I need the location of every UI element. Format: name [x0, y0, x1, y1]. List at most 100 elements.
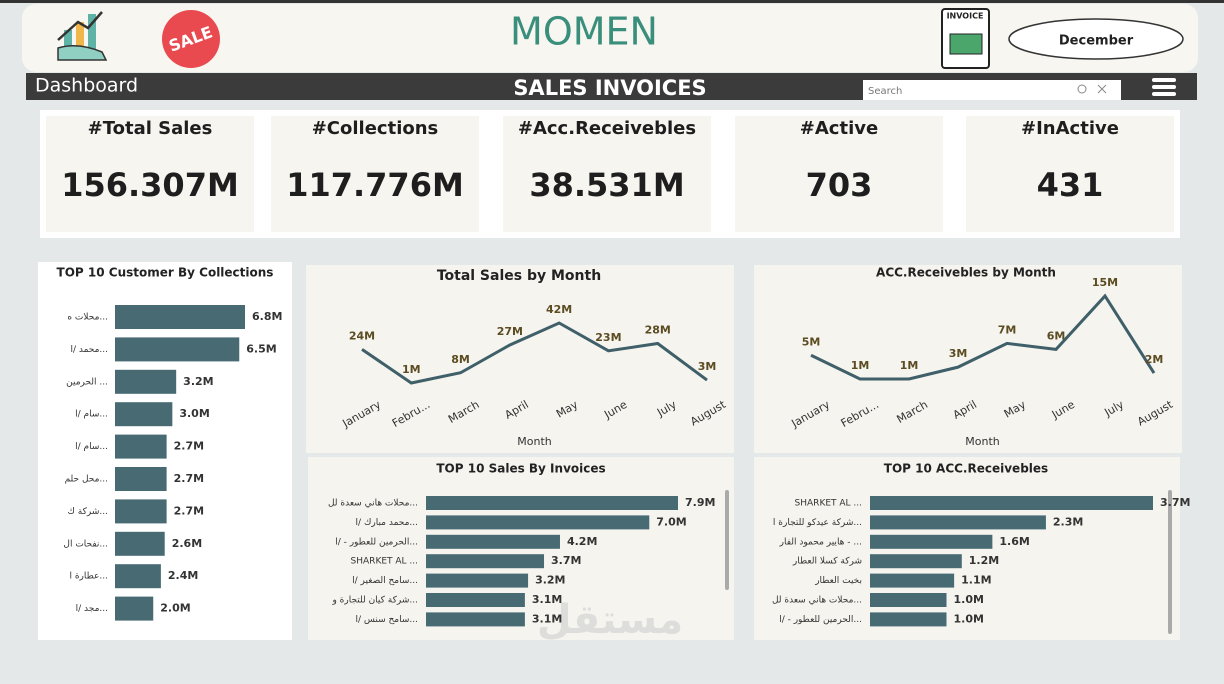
data-label: 1.6M	[999, 535, 1029, 548]
data-label: 7.9M	[685, 496, 715, 509]
category-label: شركة ك...	[68, 507, 109, 517]
chart-title: TOP 10 Customer By Collections	[57, 266, 274, 280]
category-label: الحرمين ...	[66, 377, 108, 387]
kpi-value: 703	[806, 166, 873, 204]
bar	[115, 369, 177, 394]
category-label: سام /ا...	[75, 410, 108, 420]
data-label: 7.0M	[656, 515, 686, 528]
bar	[115, 596, 154, 621]
category-label: محل حلم...	[65, 475, 108, 485]
category-label: محمد /ا...	[70, 345, 108, 355]
data-label: 3.7M	[551, 554, 581, 567]
line	[810, 293, 1156, 381]
x-axis-label: Month	[965, 435, 1000, 448]
kpi-label: #InActive	[1021, 118, 1119, 139]
bar	[426, 554, 545, 569]
invoice-icon: INVOICE	[941, 8, 990, 69]
kpi-value: 156.307M	[61, 166, 239, 204]
kpi-label: #Collections	[312, 118, 439, 139]
kpi-label: #Total Sales	[88, 118, 213, 139]
month-filter-text[interactable]: December	[1059, 34, 1134, 49]
dynamic-content: #Total Sales 156.307M #Collections 117.776M…	[46, 116, 1190, 627]
bar	[426, 534, 560, 549]
bar	[115, 531, 165, 556]
top-border	[0, 0, 1224, 3]
bar	[426, 515, 650, 530]
scrollbar[interactable]	[725, 490, 729, 590]
data-label: 2.4M	[168, 569, 198, 582]
data-label: 1.0M	[953, 593, 983, 606]
bar	[870, 515, 1046, 530]
kpi-card	[503, 116, 711, 232]
category-label: بخيت العطار	[814, 576, 862, 586]
bar	[870, 534, 993, 549]
menu-button[interactable]	[1152, 78, 1176, 96]
line	[361, 321, 708, 385]
kpi-value: 38.531M	[529, 166, 684, 204]
category-label: سامح سنس /ا...	[356, 615, 419, 625]
category-label: نفحات ال...	[63, 539, 108, 549]
chart-title: TOP 10 ACC.Receivebles	[884, 462, 1048, 476]
data-label: 15M	[1092, 276, 1118, 289]
kpi-card	[271, 116, 479, 232]
logo-icon	[57, 11, 108, 61]
bar	[870, 573, 955, 588]
bar	[115, 305, 245, 329]
category-label: شركة كيان للتجارة و...	[331, 596, 418, 606]
bar	[115, 402, 173, 427]
bar	[426, 496, 678, 510]
kpi-label: #Active	[800, 118, 878, 139]
kpi-card	[966, 116, 1174, 232]
data-label: 1.1M	[961, 574, 991, 587]
scrollbar[interactable]	[1168, 490, 1172, 634]
page-title: SALES INVOICES	[513, 76, 706, 100]
bar	[426, 612, 525, 627]
panel	[754, 265, 1182, 453]
data-label: 6M	[1047, 329, 1066, 342]
chart-title: TOP 10 Sales By Invoices	[436, 462, 605, 476]
kpi-card	[46, 116, 254, 232]
data-label: 1M	[851, 359, 870, 372]
data-label: 3.1M	[532, 612, 562, 625]
data-label: 8M	[451, 353, 470, 366]
data-label: 6.5M	[246, 342, 276, 355]
chart-title: ACC.Receivebles by Month	[876, 266, 1056, 280]
data-label: 2.0M	[160, 602, 190, 615]
data-label: 3.2M	[535, 574, 565, 587]
kpi-value: 117.776M	[286, 166, 464, 204]
invoice-icon-text: INVOICE	[947, 12, 984, 21]
bar	[426, 573, 529, 588]
data-label: 2M	[1145, 353, 1164, 366]
watermark: مستقل	[537, 597, 683, 643]
category-label: مجد /ا...	[76, 604, 108, 614]
data-label: 28M	[645, 323, 671, 336]
data-label: 24M	[349, 329, 375, 342]
data-label: 3.1M	[532, 593, 562, 606]
data-label: 1.2M	[969, 554, 999, 567]
category-label: شركة عيدكو للتجارة ا...	[773, 518, 862, 528]
month-filter[interactable]: December	[1008, 18, 1184, 60]
bar	[426, 593, 525, 607]
data-label: 5M	[802, 335, 821, 348]
brand-title: MOMEN	[510, 10, 658, 54]
bar	[870, 496, 1153, 510]
data-label: 2.6M	[172, 537, 202, 550]
data-label: 3.7M	[1160, 496, 1190, 509]
bar	[115, 499, 167, 524]
bar	[870, 612, 947, 627]
data-label: 2.7M	[174, 440, 204, 453]
data-label: 2.7M	[174, 504, 204, 517]
category-label: SHARKET AL ...	[795, 499, 862, 509]
search-box[interactable]: Search	[863, 80, 1121, 100]
bar	[115, 434, 167, 459]
sale-badge: SALE	[162, 10, 220, 68]
data-label: 1.0M	[953, 612, 983, 625]
bar	[115, 337, 240, 362]
category-label: محلات هاني سعدة لل...	[772, 596, 862, 606]
data-label: 23M	[595, 331, 621, 344]
data-label: 3M	[698, 360, 717, 373]
bar	[870, 593, 947, 607]
search-placeholder[interactable]: Search	[868, 86, 902, 97]
